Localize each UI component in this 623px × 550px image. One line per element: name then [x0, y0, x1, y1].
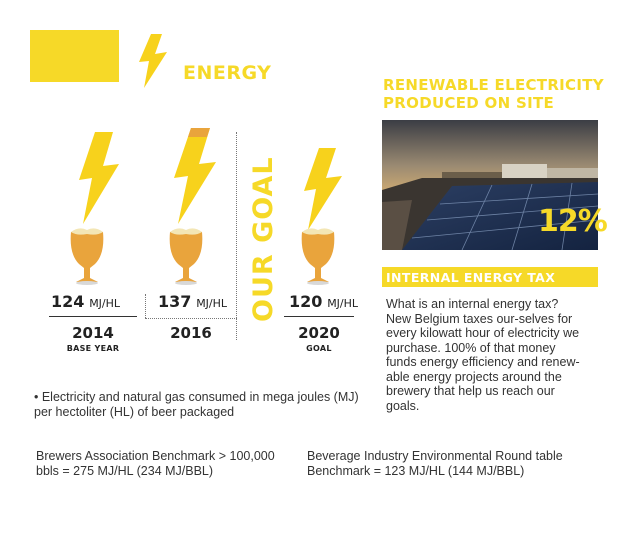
renewable-percent: 12%: [538, 204, 608, 239]
metric-year: 2020: [298, 324, 340, 342]
metric-divider: [284, 316, 354, 317]
lightning-bolt-icon: [79, 132, 119, 224]
year-divider: [145, 318, 237, 319]
metric-value: 137 MJ/HL: [158, 292, 227, 311]
metric-value: 124 MJ/HL: [51, 292, 120, 311]
tax-title-bar: [382, 267, 598, 287]
goal-divider: [236, 132, 237, 340]
lightning-bolt-icon: [174, 128, 216, 224]
beer-glass-icon: [169, 228, 203, 285]
metric-year: 2014: [72, 324, 114, 342]
metric-unit: MJ/HL: [327, 297, 359, 310]
metric-year-sub: BASE YEAR: [66, 344, 120, 353]
metric-divider: [49, 316, 137, 317]
metric-year: 2016: [170, 324, 212, 342]
metric-number: 120: [289, 292, 323, 311]
metric-unit: MJ/HL: [196, 297, 228, 310]
renewable-title-line1: RENEWABLE ELECTRICITY: [383, 76, 604, 94]
tax-title: INTERNAL ENERGY TAX: [386, 270, 556, 285]
page-title: ENERGY: [183, 62, 272, 84]
our-goal-label: OUR GOAL: [248, 156, 279, 322]
renewable-title: RENEWABLE ELECTRICITY PRODUCED ON SITE: [383, 76, 604, 112]
metric-year-sub: GOAL: [306, 344, 332, 353]
beer-glass-icon: [70, 228, 104, 285]
benchmark-left: Brewers Association Benchmark > 100,000 …: [36, 449, 275, 478]
tax-body: What is an internal energy tax? New Belg…: [386, 297, 580, 413]
footnote: • Electricity and natural gas consumed i…: [34, 390, 359, 419]
header-color-block: [30, 30, 119, 82]
year-divider-tick: [145, 294, 146, 318]
metric-value: 120 MJ/HL: [289, 292, 358, 311]
metric-number: 137: [158, 292, 192, 311]
metric-number: 124: [51, 292, 85, 311]
benchmark-right: Beverage Industry Environmental Round ta…: [307, 449, 563, 478]
solar-panels-photo: [382, 120, 598, 250]
lightning-bolt-icon: [139, 34, 167, 88]
lightning-bolt-icon: [304, 148, 342, 230]
metric-unit: MJ/HL: [89, 297, 121, 310]
renewable-title-line2: PRODUCED ON SITE: [383, 94, 555, 112]
beer-glass-icon: [301, 228, 335, 285]
